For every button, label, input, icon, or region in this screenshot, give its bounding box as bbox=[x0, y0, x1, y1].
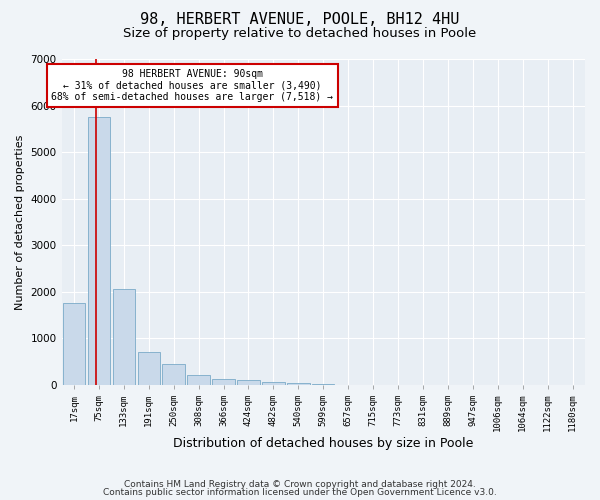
Bar bbox=[212, 378, 235, 385]
Bar bbox=[63, 304, 85, 385]
Bar bbox=[187, 375, 210, 385]
Text: Contains public sector information licensed under the Open Government Licence v3: Contains public sector information licen… bbox=[103, 488, 497, 497]
Text: Size of property relative to detached houses in Poole: Size of property relative to detached ho… bbox=[124, 28, 476, 40]
Bar bbox=[312, 384, 334, 385]
Text: 98 HERBERT AVENUE: 90sqm
← 31% of detached houses are smaller (3,490)
68% of sem: 98 HERBERT AVENUE: 90sqm ← 31% of detach… bbox=[52, 69, 334, 102]
Text: Contains HM Land Registry data © Crown copyright and database right 2024.: Contains HM Land Registry data © Crown c… bbox=[124, 480, 476, 489]
Bar bbox=[287, 383, 310, 385]
X-axis label: Distribution of detached houses by size in Poole: Distribution of detached houses by size … bbox=[173, 437, 473, 450]
Bar bbox=[113, 290, 135, 385]
Bar bbox=[262, 382, 284, 385]
Bar bbox=[88, 117, 110, 385]
Bar bbox=[137, 352, 160, 385]
Bar bbox=[237, 380, 260, 385]
Bar bbox=[163, 364, 185, 385]
Y-axis label: Number of detached properties: Number of detached properties bbox=[15, 134, 25, 310]
Text: 98, HERBERT AVENUE, POOLE, BH12 4HU: 98, HERBERT AVENUE, POOLE, BH12 4HU bbox=[140, 12, 460, 28]
